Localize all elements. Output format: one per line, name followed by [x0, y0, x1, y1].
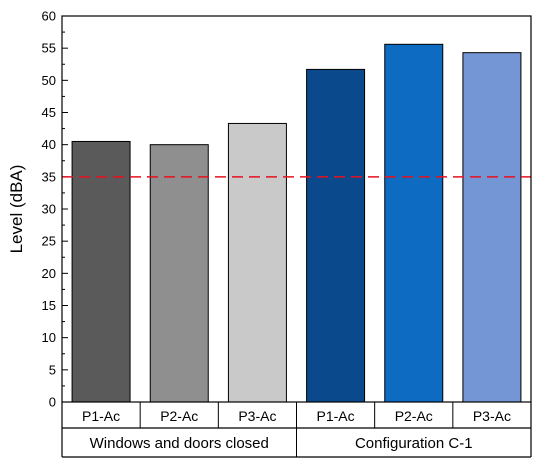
y-tick-label: 15: [42, 298, 56, 313]
y-tick-label: 55: [42, 41, 56, 56]
y-axis-title: Level (dBA): [7, 165, 26, 254]
bar: [306, 68, 366, 403]
y-tick-label: 0: [49, 395, 56, 410]
category-label-area: [61, 402, 532, 458]
category-label: P2-Ac: [395, 408, 433, 424]
y-axis-tick-labels: 0 5 10 15 20 25 30 35 40 45 50 55 60: [42, 9, 56, 410]
category-labels: P1-Ac P2-Ac P3-Ac P1-Ac P2-Ac P3-Ac: [82, 408, 511, 424]
category-label: P1-Ac: [317, 408, 355, 424]
y-tick-label: 50: [42, 73, 56, 88]
y-tick-label: 5: [49, 362, 56, 377]
bars: [71, 43, 522, 403]
y-tick-label: 40: [42, 137, 56, 152]
bar: [227, 122, 287, 403]
bar: [462, 52, 522, 403]
group-labels: Windows and doors closed Configuration C-…: [90, 435, 473, 452]
y-tick-label: 20: [42, 266, 56, 281]
bar: [384, 43, 444, 403]
y-axis-ticks: [62, 15, 68, 403]
y-tick-label: 35: [42, 169, 56, 184]
y-tick-label: 60: [42, 9, 56, 24]
category-label: P2-Ac: [160, 408, 198, 424]
category-label: P3-Ac: [238, 408, 276, 424]
y-tick-label: 10: [42, 330, 56, 345]
plot-frame: [61, 15, 532, 403]
y-tick-label: 25: [42, 234, 56, 249]
y-tick-label: 45: [42, 105, 56, 120]
category-label: P1-Ac: [82, 408, 120, 424]
y-tick-label: 30: [42, 202, 56, 217]
category-label: P3-Ac: [473, 408, 511, 424]
group-label: Windows and doors closed: [90, 435, 269, 452]
bar: [149, 144, 209, 403]
group-label: Configuration C-1: [355, 435, 473, 452]
bar: [71, 140, 131, 403]
